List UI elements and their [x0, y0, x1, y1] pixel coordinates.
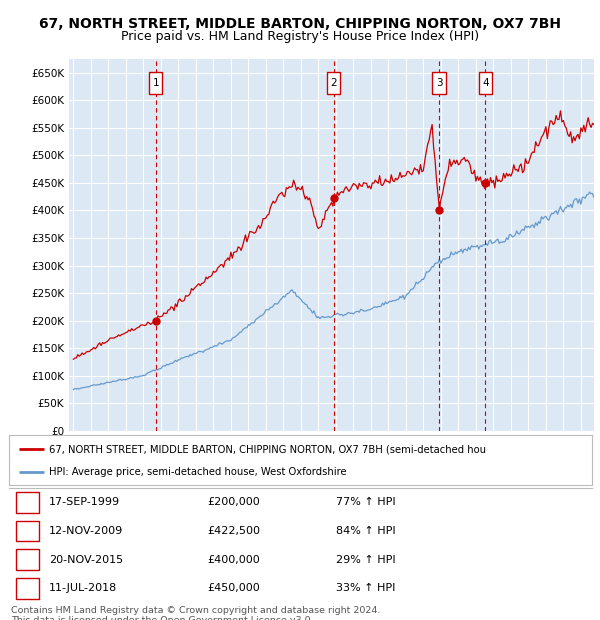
Text: £450,000: £450,000: [207, 583, 260, 593]
Text: 12-NOV-2009: 12-NOV-2009: [49, 526, 123, 536]
Text: Price paid vs. HM Land Registry's House Price Index (HPI): Price paid vs. HM Land Registry's House …: [121, 30, 479, 43]
FancyBboxPatch shape: [16, 521, 40, 541]
Text: 84% ↑ HPI: 84% ↑ HPI: [335, 526, 395, 536]
Text: 4: 4: [25, 583, 31, 593]
Text: Contains HM Land Registry data © Crown copyright and database right 2024.
This d: Contains HM Land Registry data © Crown c…: [11, 606, 380, 620]
Text: 17-SEP-1999: 17-SEP-1999: [49, 497, 120, 507]
Text: 29% ↑ HPI: 29% ↑ HPI: [335, 555, 395, 565]
FancyBboxPatch shape: [433, 71, 446, 94]
FancyBboxPatch shape: [16, 549, 40, 570]
Text: 67, NORTH STREET, MIDDLE BARTON, CHIPPING NORTON, OX7 7BH (semi-detached hou: 67, NORTH STREET, MIDDLE BARTON, CHIPPIN…: [49, 444, 485, 454]
Text: 2: 2: [25, 526, 31, 536]
FancyBboxPatch shape: [327, 71, 340, 94]
Text: 1: 1: [25, 497, 31, 507]
Text: 20-NOV-2015: 20-NOV-2015: [49, 555, 123, 565]
Text: 1: 1: [152, 78, 159, 87]
Text: 2: 2: [330, 78, 337, 87]
Text: HPI: Average price, semi-detached house, West Oxfordshire: HPI: Average price, semi-detached house,…: [49, 467, 346, 477]
Text: £422,500: £422,500: [207, 526, 260, 536]
Text: 3: 3: [436, 78, 442, 87]
Text: 77% ↑ HPI: 77% ↑ HPI: [335, 497, 395, 507]
FancyBboxPatch shape: [149, 71, 163, 94]
FancyBboxPatch shape: [479, 71, 492, 94]
Text: 3: 3: [25, 555, 31, 565]
Text: £400,000: £400,000: [207, 555, 260, 565]
FancyBboxPatch shape: [16, 492, 40, 513]
Text: 33% ↑ HPI: 33% ↑ HPI: [335, 583, 395, 593]
Text: 4: 4: [482, 78, 488, 87]
Text: 11-JUL-2018: 11-JUL-2018: [49, 583, 117, 593]
Text: 67, NORTH STREET, MIDDLE BARTON, CHIPPING NORTON, OX7 7BH: 67, NORTH STREET, MIDDLE BARTON, CHIPPIN…: [39, 17, 561, 31]
Text: £200,000: £200,000: [207, 497, 260, 507]
FancyBboxPatch shape: [16, 578, 40, 599]
